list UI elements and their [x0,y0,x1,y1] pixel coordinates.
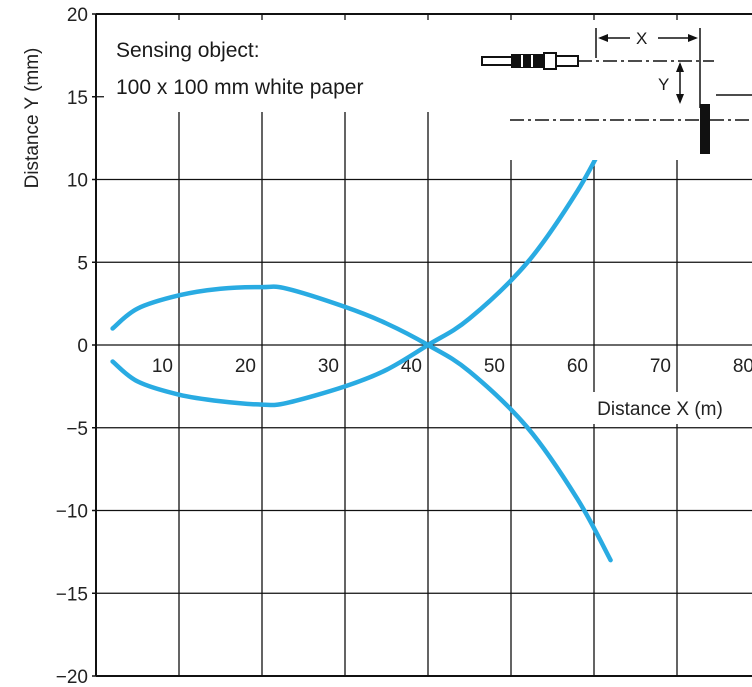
x-dimension-arrow-right-icon [688,34,698,42]
x-tick-label: 60 [567,356,588,377]
x-axis-title: Distance X (m) [597,399,723,420]
x-tick-label-background [309,351,341,377]
x-tick-label-background [143,351,175,377]
y-tick-label: 10 [67,171,88,192]
y-tick-label: 20 [67,5,88,26]
x-tick-label-background [641,351,673,377]
x-tick-label: 70 [650,356,671,377]
x-tick-label: 20 [235,356,256,377]
annotation-line-1: Sensing object: [116,39,260,62]
x-dimension-arrow-left-icon [598,34,608,42]
x-tick-label-background [475,351,507,377]
sensor-icon [481,52,579,70]
y-tick-label: 15 [67,88,88,109]
x-axis-title-background [556,392,752,424]
inset-schematic: X Y [480,20,752,160]
x-tick-label: 10 [152,356,173,377]
y-dimension-arrow-up-icon [676,62,684,72]
y-tick-label: −10 [56,502,88,523]
y-tick-label: 0 [77,336,88,357]
y-tick-label: −5 [66,419,88,440]
annotation-line-2: 100 x 100 mm white paper [116,76,363,99]
y-axis-title: Distance Y (mm) [22,48,43,189]
x-tick-label-background [558,351,590,377]
x-tick-label: 50 [484,356,505,377]
y-tick-label: −20 [56,667,88,687]
x-tick-label-background [724,351,752,377]
series-line-2 [110,127,613,408]
annotation-background [104,20,480,112]
inset-background [480,20,752,160]
inset-x-label: X [636,29,647,48]
x-tick-label: 30 [318,356,339,377]
x-tick-label-background [226,351,258,377]
y-tick-label: −15 [56,584,88,605]
y-dimension-arrow-down-icon [676,94,684,104]
sensing-object-icon [700,104,710,154]
series-line-1 [110,284,613,563]
series-lines [110,127,613,563]
x-tick-label: 80 [733,356,752,377]
y-tick-label: 5 [77,253,88,274]
inset-y-label: Y [658,75,669,94]
